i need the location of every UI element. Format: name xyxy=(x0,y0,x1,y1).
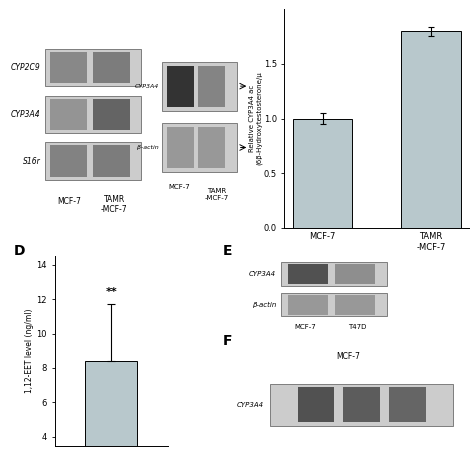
Bar xyxy=(199,65,226,107)
Bar xyxy=(335,295,375,315)
Text: MCF-7: MCF-7 xyxy=(168,184,190,191)
Text: **: ** xyxy=(106,287,117,297)
Text: CYP3A4: CYP3A4 xyxy=(237,402,264,408)
Bar xyxy=(45,143,141,180)
Bar xyxy=(93,99,130,130)
Text: TAMR
-MCF-7: TAMR -MCF-7 xyxy=(204,188,228,201)
Text: CYP2C9: CYP2C9 xyxy=(10,63,40,72)
Bar xyxy=(281,293,387,317)
Text: CYP3A4: CYP3A4 xyxy=(10,109,40,118)
Bar xyxy=(298,387,334,422)
Bar xyxy=(335,264,375,284)
Bar xyxy=(166,65,193,107)
Text: β-actin: β-actin xyxy=(252,301,276,308)
Bar xyxy=(162,62,237,111)
Bar xyxy=(293,118,353,228)
Text: S16r: S16r xyxy=(23,156,40,165)
Text: TAMR
-MCF-7: TAMR -MCF-7 xyxy=(101,195,128,214)
Bar xyxy=(199,127,226,168)
Text: D: D xyxy=(14,244,26,258)
Bar xyxy=(50,146,87,177)
Text: T47D: T47D xyxy=(348,324,366,330)
Bar xyxy=(344,387,380,422)
Text: CYP3A4: CYP3A4 xyxy=(134,83,158,89)
Bar xyxy=(50,99,87,130)
Text: MCF-7: MCF-7 xyxy=(57,197,81,206)
Y-axis label: Relative CYP3A4 ac
(6β-Hydroxytestosterone/μ: Relative CYP3A4 ac (6β-Hydroxytestostero… xyxy=(249,72,262,165)
Bar xyxy=(85,361,137,474)
Text: MCF-7: MCF-7 xyxy=(337,352,360,361)
Bar xyxy=(45,96,141,133)
Bar xyxy=(45,49,141,86)
Bar xyxy=(281,262,387,285)
Text: CYP3A4: CYP3A4 xyxy=(249,271,276,277)
Bar xyxy=(162,123,237,172)
Bar xyxy=(50,52,87,83)
Bar xyxy=(401,31,461,228)
Text: β-actin: β-actin xyxy=(137,145,158,150)
Text: MCF-7: MCF-7 xyxy=(294,324,316,330)
Bar xyxy=(93,52,130,83)
Text: E: E xyxy=(223,244,232,258)
Bar xyxy=(166,127,193,168)
Bar xyxy=(389,387,426,422)
Bar xyxy=(93,146,130,177)
Text: F: F xyxy=(223,334,232,348)
Bar xyxy=(288,264,328,284)
Bar xyxy=(270,384,453,426)
Y-axis label: 1,12-EET level (ng/ml): 1,12-EET level (ng/ml) xyxy=(25,309,34,393)
Bar xyxy=(288,295,328,315)
